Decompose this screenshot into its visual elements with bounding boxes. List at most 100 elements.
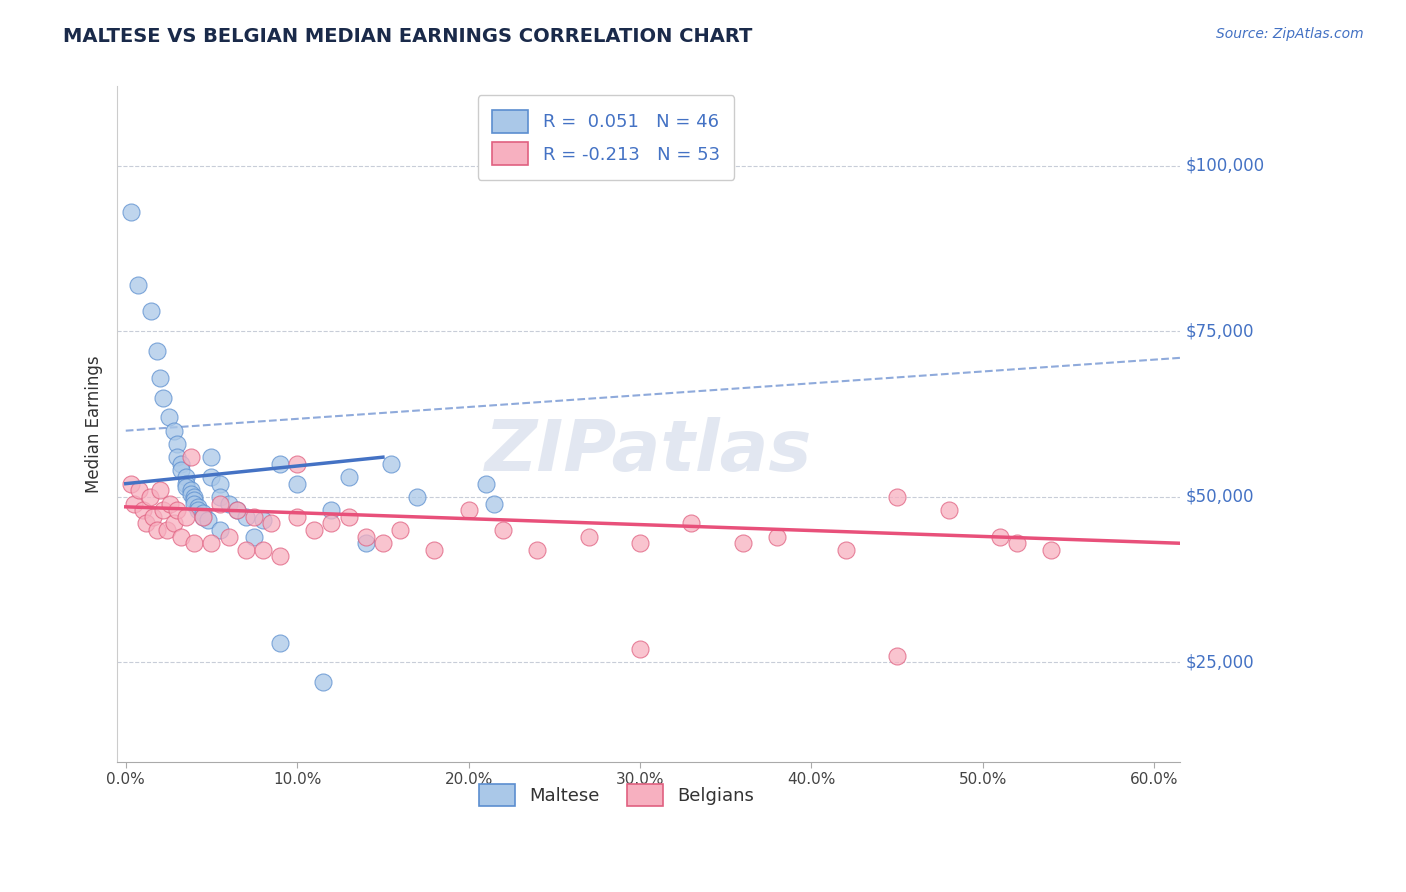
Text: $75,000: $75,000 bbox=[1185, 322, 1254, 341]
Point bbox=[149, 483, 172, 498]
Point bbox=[406, 490, 429, 504]
Text: $25,000: $25,000 bbox=[1185, 654, 1254, 672]
Point bbox=[139, 490, 162, 504]
Point bbox=[1005, 536, 1028, 550]
Point bbox=[209, 523, 232, 537]
Point bbox=[218, 530, 240, 544]
Point bbox=[191, 509, 214, 524]
Point bbox=[141, 304, 163, 318]
Point bbox=[337, 470, 360, 484]
Point bbox=[135, 516, 157, 531]
Point bbox=[354, 536, 377, 550]
Point bbox=[169, 530, 191, 544]
Point bbox=[389, 523, 412, 537]
Point bbox=[938, 503, 960, 517]
Point bbox=[578, 530, 600, 544]
Point bbox=[321, 503, 343, 517]
Point bbox=[628, 642, 651, 657]
Point bbox=[183, 490, 205, 504]
Point bbox=[152, 391, 174, 405]
Point bbox=[492, 523, 515, 537]
Point bbox=[180, 483, 202, 498]
Point bbox=[169, 463, 191, 477]
Point bbox=[209, 476, 232, 491]
Point bbox=[157, 410, 180, 425]
Point bbox=[371, 536, 394, 550]
Point bbox=[243, 509, 266, 524]
Point bbox=[180, 486, 202, 500]
Text: $50,000: $50,000 bbox=[1185, 488, 1254, 506]
Point bbox=[260, 516, 283, 531]
Point bbox=[174, 480, 197, 494]
Point bbox=[120, 476, 142, 491]
Point bbox=[235, 542, 257, 557]
Point bbox=[235, 509, 257, 524]
Point bbox=[304, 523, 326, 537]
Point bbox=[252, 513, 274, 527]
Point bbox=[163, 424, 186, 438]
Point bbox=[142, 509, 165, 524]
Point bbox=[183, 496, 205, 510]
Point bbox=[149, 370, 172, 384]
Point bbox=[526, 542, 548, 557]
Point bbox=[174, 476, 197, 491]
Point bbox=[128, 483, 150, 498]
Point bbox=[159, 496, 181, 510]
Point bbox=[200, 450, 222, 465]
Text: MALTESE VS BELGIAN MEDIAN EARNINGS CORRELATION CHART: MALTESE VS BELGIAN MEDIAN EARNINGS CORRE… bbox=[63, 27, 752, 45]
Point bbox=[1040, 542, 1063, 557]
Point bbox=[269, 457, 291, 471]
Point bbox=[183, 493, 205, 508]
Point bbox=[200, 470, 222, 484]
Point bbox=[886, 490, 908, 504]
Point bbox=[163, 516, 186, 531]
Point bbox=[484, 496, 506, 510]
Point bbox=[269, 549, 291, 564]
Point bbox=[423, 542, 446, 557]
Point bbox=[226, 503, 249, 517]
Point bbox=[474, 476, 496, 491]
Text: Source: ZipAtlas.com: Source: ZipAtlas.com bbox=[1216, 27, 1364, 41]
Point bbox=[187, 503, 209, 517]
Point bbox=[269, 635, 291, 649]
Point bbox=[226, 503, 249, 517]
Point bbox=[145, 344, 167, 359]
Point bbox=[886, 648, 908, 663]
Point bbox=[180, 450, 202, 465]
Point bbox=[337, 509, 360, 524]
Point bbox=[169, 457, 191, 471]
Point bbox=[285, 509, 308, 524]
Point bbox=[218, 496, 240, 510]
Text: ZIPatlas: ZIPatlas bbox=[485, 417, 813, 485]
Point bbox=[285, 457, 308, 471]
Point bbox=[681, 516, 703, 531]
Point bbox=[166, 450, 188, 465]
Point bbox=[145, 523, 167, 537]
Point bbox=[191, 507, 214, 521]
Point bbox=[835, 542, 858, 557]
Point bbox=[243, 530, 266, 544]
Point bbox=[174, 470, 197, 484]
Point bbox=[187, 500, 209, 514]
Point bbox=[731, 536, 754, 550]
Point bbox=[191, 509, 214, 524]
Point bbox=[209, 496, 232, 510]
Point bbox=[156, 523, 179, 537]
Y-axis label: Median Earnings: Median Earnings bbox=[86, 355, 103, 493]
Point bbox=[120, 205, 142, 219]
Point bbox=[197, 513, 219, 527]
Point bbox=[183, 536, 205, 550]
Point bbox=[312, 675, 335, 690]
Point bbox=[127, 278, 149, 293]
Point bbox=[628, 536, 651, 550]
Point bbox=[354, 530, 377, 544]
Point bbox=[988, 530, 1011, 544]
Point bbox=[166, 437, 188, 451]
Point bbox=[209, 490, 232, 504]
Point bbox=[200, 536, 222, 550]
Point bbox=[457, 503, 479, 517]
Point bbox=[174, 509, 197, 524]
Text: $100,000: $100,000 bbox=[1185, 157, 1264, 175]
Point bbox=[166, 503, 188, 517]
Point bbox=[321, 516, 343, 531]
